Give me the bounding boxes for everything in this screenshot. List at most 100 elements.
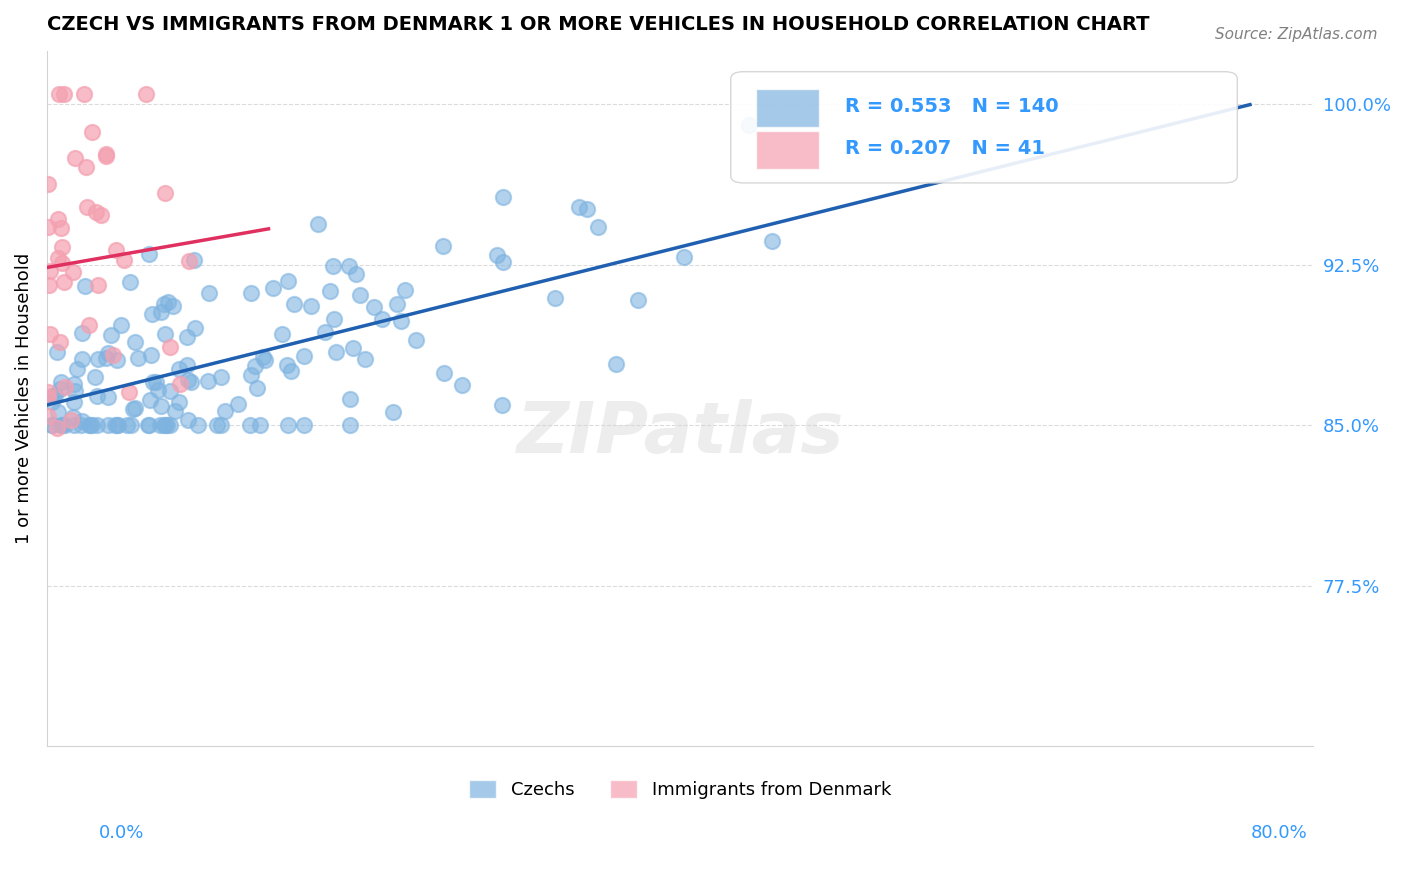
Point [319, 284, 342, 298]
Point [385, 297, 408, 311]
Point [239, 418, 262, 433]
Text: R = 0.207   N = 41: R = 0.207 N = 41 [845, 138, 1045, 158]
Point [262, 280, 284, 294]
Point [41, 418, 63, 433]
Point [283, 297, 305, 311]
Point [136, 418, 159, 433]
Point [84, 369, 107, 384]
Point [432, 239, 454, 253]
Point [70, 351, 93, 366]
Point [42, 389, 65, 403]
Point [180, 375, 202, 389]
FancyBboxPatch shape [731, 71, 1237, 183]
Point [761, 234, 783, 248]
Point [672, 250, 695, 264]
Point [433, 366, 456, 380]
Point [450, 377, 472, 392]
Point [339, 392, 361, 406]
Point [118, 385, 141, 400]
Point [38, 278, 60, 293]
Point [141, 307, 163, 321]
Point [79, 418, 101, 433]
Point [167, 395, 190, 409]
Point [86, 277, 108, 292]
Point [299, 299, 322, 313]
Point [122, 401, 145, 416]
Point [491, 190, 513, 204]
Point [198, 285, 221, 300]
Point [86, 389, 108, 403]
Point [41, 418, 63, 433]
Point [391, 314, 413, 328]
Point [75, 160, 97, 174]
Point [112, 253, 135, 268]
Point [62, 409, 84, 424]
Point [354, 352, 377, 367]
Point [153, 327, 176, 342]
Point [153, 418, 176, 433]
Point [82, 418, 104, 433]
Point [322, 259, 344, 273]
Point [176, 330, 198, 344]
Text: 80.0%: 80.0% [1251, 824, 1308, 842]
Bar [756, 89, 820, 128]
Point [49, 221, 72, 235]
Point [37, 390, 59, 404]
Point [39, 264, 62, 278]
Point [124, 334, 146, 349]
Point [157, 295, 180, 310]
Point [187, 418, 209, 433]
Point [492, 254, 515, 268]
Point [485, 248, 508, 262]
Point [87, 351, 110, 366]
Point [381, 404, 404, 418]
Point [37, 220, 59, 235]
Point [270, 326, 292, 341]
Point [165, 404, 187, 418]
Bar [756, 131, 820, 169]
Point [138, 246, 160, 260]
Point [246, 381, 269, 395]
Point [153, 418, 176, 433]
Point [62, 418, 84, 433]
Point [97, 390, 120, 404]
Point [97, 418, 120, 433]
Point [176, 413, 198, 427]
Point [73, 279, 96, 293]
Point [45, 421, 67, 435]
Point [96, 351, 118, 365]
Point [62, 265, 84, 279]
Point [323, 311, 346, 326]
Point [44, 388, 66, 402]
Point [100, 328, 122, 343]
Point [73, 87, 96, 101]
Point [179, 254, 201, 268]
Point [491, 398, 513, 412]
Point [276, 358, 298, 372]
Point [586, 219, 609, 234]
Point [159, 418, 181, 433]
Text: Source: ZipAtlas.com: Source: ZipAtlas.com [1215, 27, 1378, 42]
Point [104, 418, 127, 433]
Point [41, 394, 63, 409]
Point [197, 374, 219, 388]
Point [105, 352, 128, 367]
Point [176, 358, 198, 372]
Point [249, 418, 271, 433]
Point [307, 217, 329, 231]
Point [292, 418, 315, 433]
Point [162, 299, 184, 313]
Point [153, 186, 176, 201]
Point [344, 267, 367, 281]
Point [277, 418, 299, 433]
Text: R = 0.553   N = 140: R = 0.553 N = 140 [845, 97, 1059, 116]
Point [37, 178, 59, 192]
Point [138, 418, 160, 433]
Point [605, 357, 627, 371]
Point [104, 243, 127, 257]
Point [110, 318, 132, 332]
Point [177, 373, 200, 387]
Point [145, 376, 167, 390]
Point [37, 409, 59, 424]
Point [51, 256, 73, 270]
